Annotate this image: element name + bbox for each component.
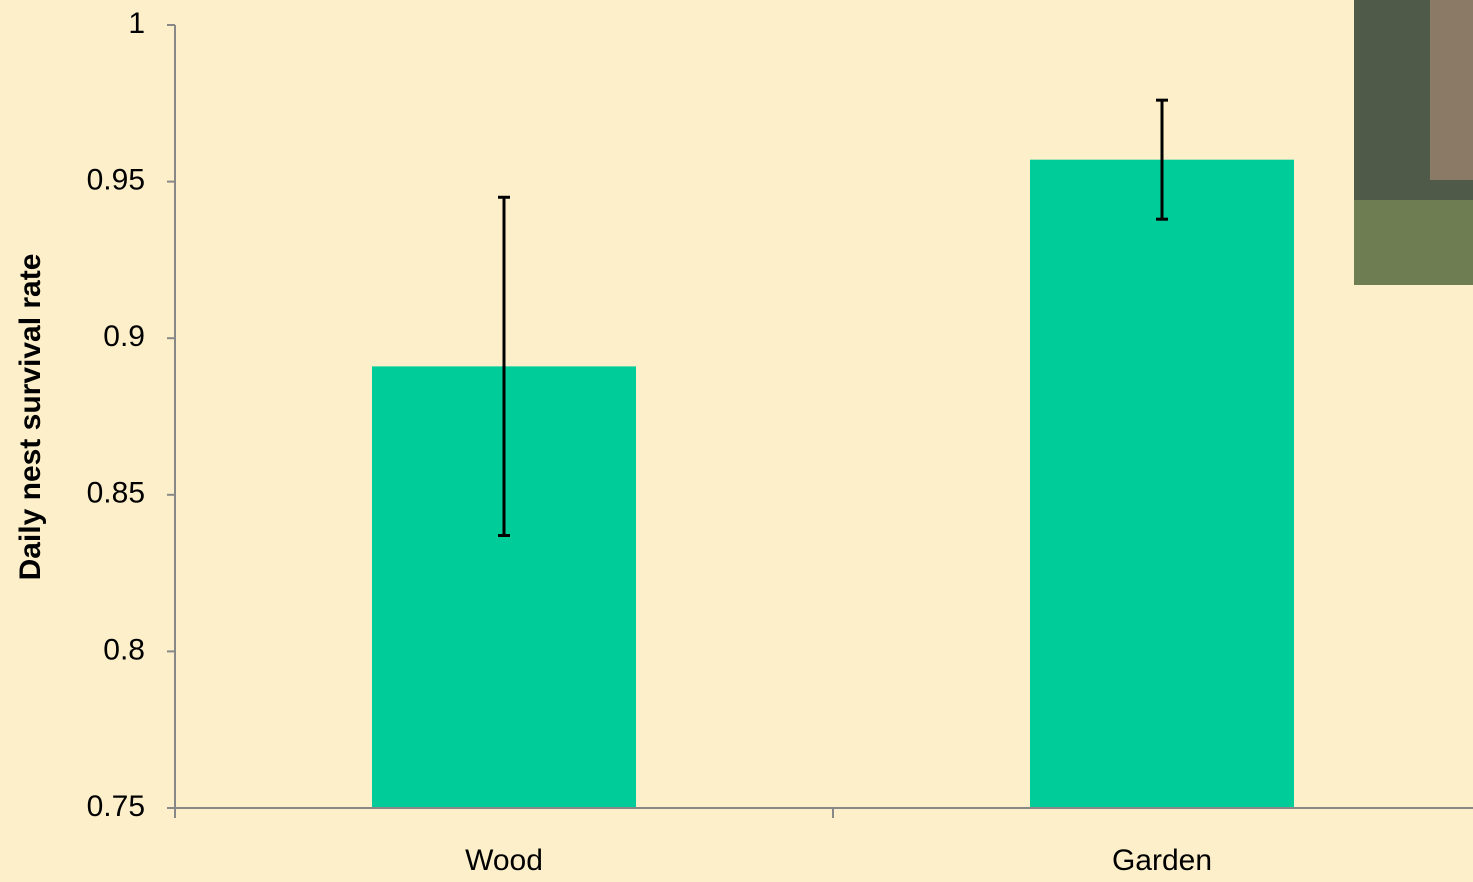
y-tick-label: 1 xyxy=(128,7,145,40)
y-tick-label: 0.9 xyxy=(103,320,145,353)
y-tick-label: 0.75 xyxy=(87,790,145,823)
bar xyxy=(1030,159,1294,808)
x-tick-label: Garden xyxy=(1112,844,1212,877)
error-bar xyxy=(498,195,510,538)
y-tick-label: 0.95 xyxy=(87,164,145,197)
x-tick-label: Wood xyxy=(465,844,543,877)
photo xyxy=(1354,0,1473,285)
error-bar xyxy=(1156,98,1168,221)
y-tick-label: 0.85 xyxy=(87,477,145,510)
y-axis-title: Daily nest survival rate xyxy=(14,254,47,581)
y-tick-label: 0.8 xyxy=(103,633,145,666)
